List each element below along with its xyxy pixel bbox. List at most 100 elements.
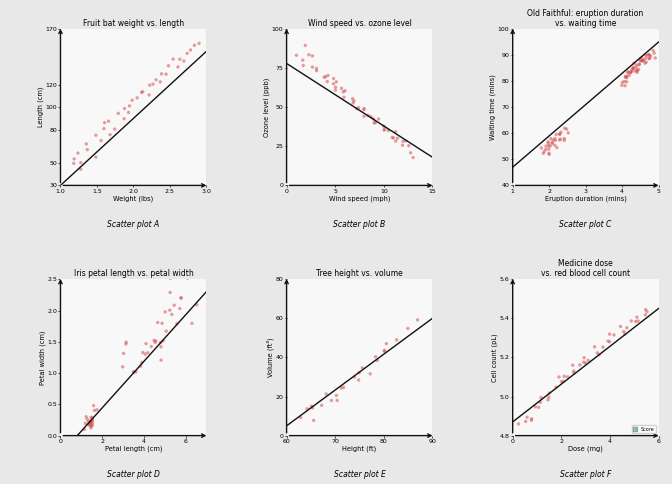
- Point: [291, 51, 302, 59]
- Point: [370, 353, 381, 361]
- Point: [631, 61, 642, 69]
- Title: Wind speed vs. ozone level: Wind speed vs. ozone level: [308, 19, 411, 28]
- Point: [136, 89, 147, 96]
- Point: [347, 95, 358, 103]
- Y-axis label: Waiting time (mins): Waiting time (mins): [490, 74, 496, 140]
- Point: [559, 124, 570, 132]
- Point: [547, 139, 558, 147]
- Point: [543, 142, 554, 150]
- Point: [91, 406, 102, 414]
- Point: [548, 136, 558, 144]
- Point: [99, 119, 110, 126]
- Point: [176, 294, 187, 302]
- Point: [80, 420, 91, 427]
- Y-axis label: Petal width (cm): Petal width (cm): [39, 330, 46, 385]
- Point: [130, 368, 141, 376]
- Point: [640, 51, 650, 59]
- Point: [609, 331, 620, 339]
- Point: [339, 93, 349, 101]
- Point: [79, 425, 90, 433]
- Title: Old Faithful: eruption duration
vs. waiting time: Old Faithful: eruption duration vs. wait…: [528, 9, 644, 28]
- Point: [321, 390, 331, 398]
- Point: [84, 421, 95, 429]
- Point: [579, 354, 589, 362]
- Point: [85, 423, 96, 430]
- Point: [142, 349, 153, 357]
- Point: [632, 69, 642, 76]
- Point: [165, 274, 176, 282]
- Point: [85, 417, 95, 425]
- Point: [597, 343, 608, 351]
- Title: Fruit bat weight vs. length: Fruit bat weight vs. length: [83, 19, 184, 28]
- Point: [526, 415, 537, 423]
- Point: [622, 324, 632, 332]
- Point: [589, 343, 600, 350]
- Point: [163, 62, 174, 70]
- Point: [378, 122, 389, 130]
- Point: [373, 115, 384, 123]
- Point: [408, 154, 419, 162]
- Point: [83, 418, 94, 425]
- Point: [390, 128, 401, 136]
- Point: [626, 68, 637, 76]
- Point: [625, 68, 636, 76]
- Point: [156, 356, 167, 364]
- Point: [642, 308, 653, 316]
- Point: [69, 160, 79, 167]
- Point: [634, 56, 645, 63]
- Point: [359, 112, 370, 120]
- Point: [326, 396, 337, 404]
- Point: [91, 153, 101, 161]
- Point: [81, 140, 91, 148]
- Point: [165, 288, 175, 296]
- Point: [357, 364, 368, 372]
- Point: [545, 142, 556, 150]
- Point: [630, 63, 641, 71]
- Point: [331, 78, 342, 86]
- X-axis label: Wind speed (mph): Wind speed (mph): [329, 195, 390, 202]
- Point: [632, 67, 642, 75]
- Point: [391, 336, 402, 344]
- Point: [161, 70, 171, 78]
- Point: [620, 82, 630, 90]
- Point: [644, 55, 655, 62]
- Point: [636, 54, 647, 62]
- Point: [544, 151, 554, 158]
- Point: [323, 72, 333, 79]
- Point: [85, 419, 95, 426]
- Point: [412, 316, 423, 324]
- Point: [634, 60, 644, 68]
- Point: [128, 368, 139, 376]
- Point: [192, 301, 202, 309]
- Point: [621, 73, 632, 80]
- Point: [175, 294, 186, 302]
- Point: [307, 63, 318, 71]
- Point: [620, 73, 631, 80]
- Point: [526, 416, 537, 424]
- Point: [83, 421, 94, 428]
- Point: [336, 384, 347, 392]
- Point: [379, 347, 390, 354]
- Point: [563, 129, 574, 136]
- Point: [403, 325, 413, 333]
- Point: [295, 414, 306, 422]
- Point: [151, 76, 161, 84]
- Point: [328, 80, 339, 88]
- Point: [620, 330, 630, 338]
- Text: Scatter plot D: Scatter plot D: [107, 470, 160, 479]
- Point: [306, 402, 317, 410]
- Text: Scatter plot B: Scatter plot B: [333, 220, 386, 229]
- Point: [567, 362, 578, 369]
- Point: [311, 64, 322, 72]
- Y-axis label: Length (cm): Length (cm): [38, 87, 44, 127]
- Point: [171, 320, 182, 328]
- Point: [379, 125, 390, 133]
- Point: [307, 52, 318, 60]
- Point: [113, 109, 124, 117]
- Point: [569, 369, 579, 377]
- Point: [319, 74, 329, 81]
- Point: [298, 56, 308, 64]
- Point: [650, 54, 661, 62]
- Point: [369, 119, 380, 127]
- Point: [339, 87, 350, 94]
